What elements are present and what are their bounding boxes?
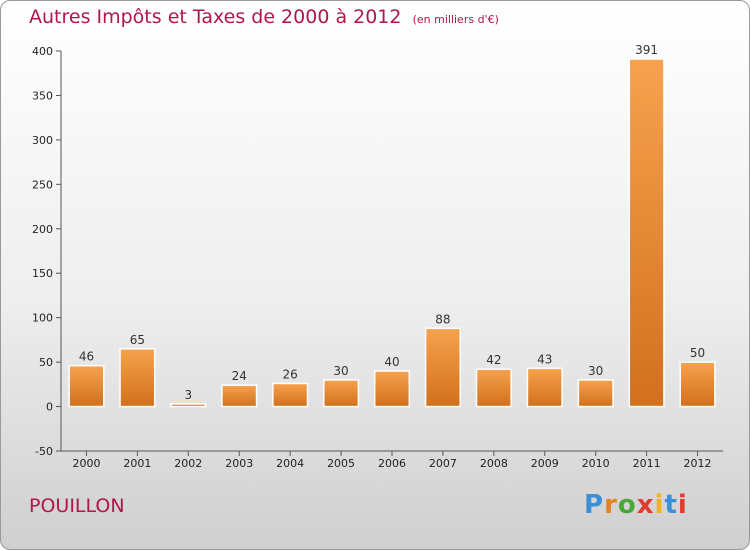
y-tick-label: 250 xyxy=(32,178,53,191)
value-label: 88 xyxy=(435,312,450,326)
proxiti-logo: Proxiti xyxy=(584,490,688,520)
value-label: 24 xyxy=(232,369,247,383)
bar xyxy=(526,367,563,408)
title-block: Autres Impôts et Taxes de 2000 à 2012 (e… xyxy=(29,6,499,28)
logo-letter: P xyxy=(584,490,605,520)
bar xyxy=(475,368,512,408)
value-label: 46 xyxy=(79,350,94,364)
logo-letter: i xyxy=(654,490,665,520)
x-tick-label: 2000 xyxy=(72,457,100,470)
bars: 46 65 3 24 26 30 40 88 42 43 30 391 50 xyxy=(68,43,716,408)
bar xyxy=(628,58,665,408)
value-label: 3 xyxy=(184,388,192,402)
x-tick-label: 2001 xyxy=(123,457,151,470)
value-label: 30 xyxy=(333,364,348,378)
bar xyxy=(373,370,411,408)
bar xyxy=(170,403,207,408)
x-tick-label: 2009 xyxy=(531,457,559,470)
y-tick-label: 0 xyxy=(46,401,53,414)
value-label: 65 xyxy=(130,333,145,347)
x-tick-label: 2012 xyxy=(684,457,712,470)
value-label: 391 xyxy=(635,43,658,57)
x-tick-label: 2007 xyxy=(429,457,457,470)
y-tick-label: 50 xyxy=(39,356,53,369)
value-label: 26 xyxy=(283,367,298,381)
value-label: 30 xyxy=(588,364,603,378)
logo-letter: r xyxy=(604,490,618,520)
chart-title: Autres Impôts et Taxes de 2000 à 2012 xyxy=(29,6,402,28)
commune-name: POUILLON xyxy=(29,495,125,517)
x-tick-label: 2003 xyxy=(225,457,253,470)
value-label: 43 xyxy=(537,352,552,366)
bar xyxy=(221,384,258,408)
y-tick-label: 100 xyxy=(32,312,53,325)
x-axis: 2000 2001 2002 2003 2004 2005 2006 2007 2008 2009… xyxy=(61,450,723,470)
bar xyxy=(119,348,156,408)
x-tick-label: 2004 xyxy=(276,457,304,470)
logo-letter: o xyxy=(617,490,637,520)
y-tick-label: 300 xyxy=(32,134,53,147)
value-label: 42 xyxy=(486,353,501,367)
bar xyxy=(679,361,716,408)
logo-letter: x xyxy=(636,490,655,520)
y-tick-label: 350 xyxy=(32,89,53,102)
value-label: 50 xyxy=(690,346,705,360)
x-tick-label: 2005 xyxy=(327,457,355,470)
x-tick-label: 2010 xyxy=(582,457,610,470)
bar xyxy=(272,382,309,408)
y-axis: -50 0 50 100 150 200 250 300 350 400 xyxy=(32,45,62,458)
value-label: 40 xyxy=(384,355,399,369)
x-tick-label: 2002 xyxy=(174,457,202,470)
bar xyxy=(68,364,105,408)
x-tick-label: 2011 xyxy=(633,457,661,470)
x-tick-label: 2008 xyxy=(480,457,508,470)
logo-letter: t xyxy=(664,490,678,520)
y-tick-label: -50 xyxy=(35,445,53,458)
x-tick-label: 2006 xyxy=(378,457,406,470)
y-tick-label: 200 xyxy=(32,223,53,236)
y-tick-label: 400 xyxy=(32,45,53,58)
bar xyxy=(577,379,614,408)
logo-letter: i xyxy=(677,490,688,520)
chart-subtitle: (en milliers d'€) xyxy=(412,13,499,26)
bar xyxy=(424,327,461,408)
bar xyxy=(323,379,360,408)
y-tick-label: 150 xyxy=(32,267,53,280)
